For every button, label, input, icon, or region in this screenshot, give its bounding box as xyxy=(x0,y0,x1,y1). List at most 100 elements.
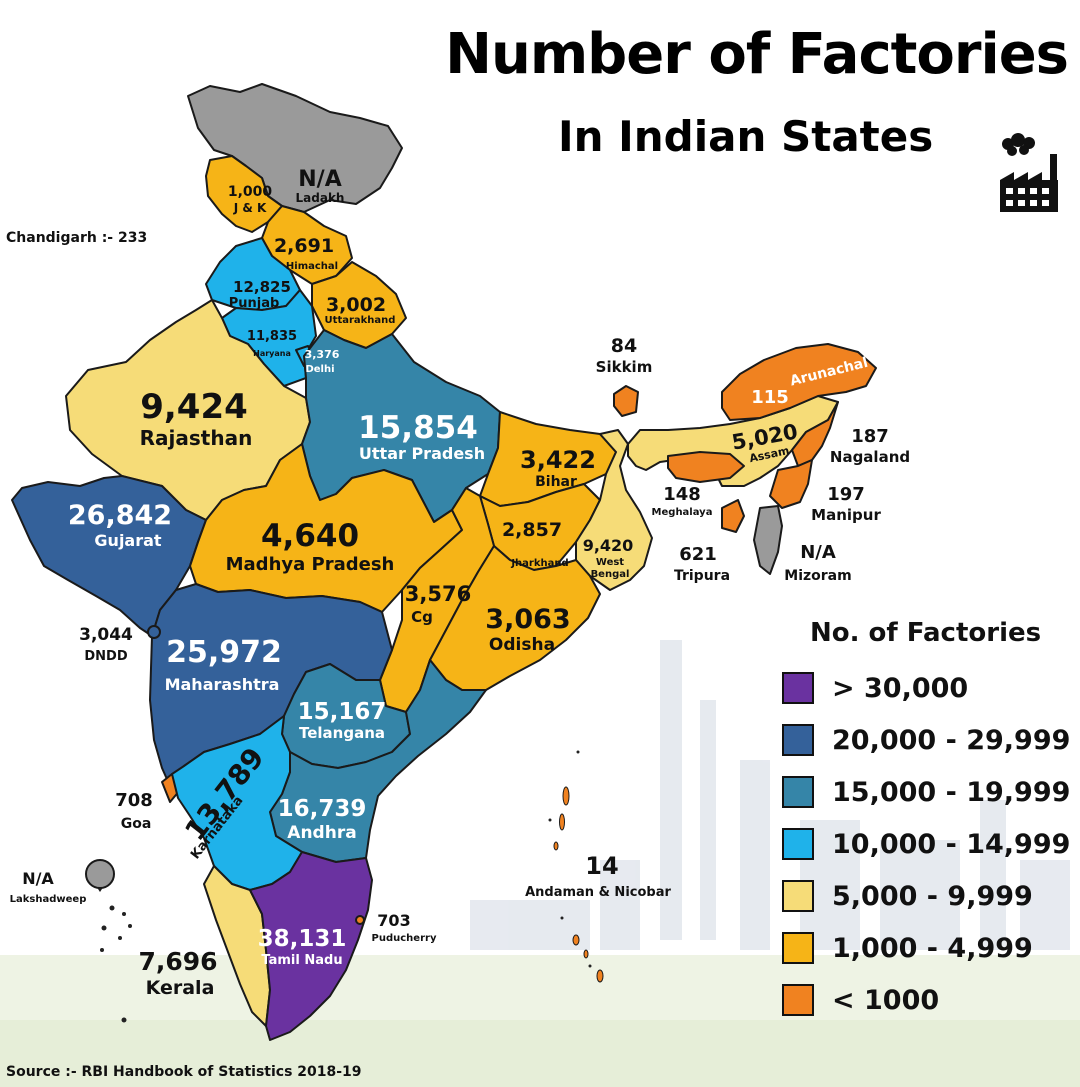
legend-items: > 30,000 20,000 - 29,999 15,000 - 19,999 10… xyxy=(782,662,1072,1026)
label-telangana-value: 15,167 xyxy=(298,699,387,725)
legend-label: 15,000 - 19,999 xyxy=(832,776,1071,808)
label-mizoram-value: N/A xyxy=(800,542,836,563)
label-andhra-value: 16,739 xyxy=(278,796,367,822)
label-gujarat-name: Gujarat xyxy=(94,531,161,550)
label-ladakh-name: Ladakh xyxy=(296,191,345,205)
legend-swatch xyxy=(782,932,814,964)
label-dndd-value: 3,044 xyxy=(79,625,133,645)
legend-item: 20,000 - 29,999 xyxy=(782,714,1072,766)
label-wb-value: 9,420 xyxy=(583,536,634,555)
label-cg-name: Cg xyxy=(411,608,433,626)
legend-item: 10,000 - 14,999 xyxy=(782,818,1072,870)
label-punjab-value: 12,825 xyxy=(233,278,291,296)
label-andaman-value: 14 xyxy=(585,852,618,880)
label-goa-value: 708 xyxy=(115,790,153,811)
label-tripura-name: Tripura xyxy=(674,568,730,584)
label-haryana-name: Haryana xyxy=(253,349,291,358)
state-meghalaya xyxy=(667,451,745,483)
label-kerala-value: 7,696 xyxy=(138,947,217,976)
label-himachal-name: Himachal xyxy=(286,261,338,272)
label-wb-name: West xyxy=(596,557,624,568)
state-odisha xyxy=(429,545,601,691)
label-haryana-value: 11,835 xyxy=(247,329,297,344)
label-kerala-name: Kerala xyxy=(146,977,215,999)
label-ladakh-value: N/A xyxy=(298,167,341,192)
state-wb xyxy=(575,429,653,591)
legend-label: 1,000 - 4,999 xyxy=(832,932,1033,964)
label-puducherry-name: Puducherry xyxy=(372,933,437,944)
legend-swatch xyxy=(782,880,814,912)
chandigarh-note: Chandigarh :- 233 xyxy=(6,230,148,246)
label-odisha-name: Odisha xyxy=(489,635,555,655)
label-lakshadweep-name: Lakshadweep xyxy=(10,894,87,905)
state-karnataka xyxy=(171,715,303,891)
label-uttarakhand-value: 3,002 xyxy=(326,294,386,316)
label-himachal-value: 2,691 xyxy=(274,235,334,257)
label-rajasthan-value: 9,424 xyxy=(140,387,248,427)
legend-item: < 1000 xyxy=(782,974,1072,1026)
legend-label: 10,000 - 14,999 xyxy=(832,828,1071,860)
label-jharkhand-value: 2,857 xyxy=(502,519,562,541)
label-sikkim-name: Sikkim xyxy=(596,358,653,376)
state-tripura xyxy=(721,499,745,533)
legend-label: 5,000 - 9,999 xyxy=(832,880,1033,912)
label-maharashtra-name: Maharashtra xyxy=(165,675,280,694)
label-nagaland-value: 187 xyxy=(851,426,889,447)
page-subtitle: In Indian States xyxy=(558,112,934,161)
label-puducherry-value: 703 xyxy=(377,911,410,930)
state-tamilnadu xyxy=(249,851,373,1041)
legend-item: 15,000 - 19,999 xyxy=(782,766,1072,818)
label-punjab-name: Punjab xyxy=(229,296,280,311)
state-arunachal xyxy=(721,343,877,421)
legend-swatch xyxy=(782,776,814,808)
state-manipur xyxy=(769,459,813,509)
label-meghalaya-value: 148 xyxy=(663,484,701,505)
label-andhra-name: Andhra xyxy=(287,823,356,843)
label-rajasthan-name: Rajasthan xyxy=(140,426,253,450)
legend-label: < 1000 xyxy=(832,984,940,1016)
state-mizoram xyxy=(753,505,783,575)
label-sikkim-value: 84 xyxy=(611,335,637,357)
source-note: Source :- RBI Handbook of Statistics 201… xyxy=(6,1064,362,1080)
state-nagaland xyxy=(791,401,839,467)
legend: No. of Factories > 30,000 20,000 - 29,999… xyxy=(782,618,1072,1026)
andaman-small-islands xyxy=(548,750,592,968)
label-meghalaya-name: Meghalaya xyxy=(652,507,713,518)
label-mp-value: 4,640 xyxy=(261,518,359,554)
andaman-islands xyxy=(553,786,604,983)
label-bihar-name: Bihar xyxy=(535,474,577,490)
lakshadweep-islands xyxy=(100,905,132,1023)
label-manipur-name: Manipur xyxy=(811,506,881,524)
label-dndd-name: DNDD xyxy=(84,649,127,664)
label-uttarakhand-name: Uttarakhand xyxy=(325,315,396,326)
legend-label: 20,000 - 29,999 xyxy=(832,724,1071,756)
label-wb-name2: Bengal xyxy=(591,569,630,580)
lakshadweep-pin-icon xyxy=(85,859,115,892)
state-puducherry-marker xyxy=(355,915,365,925)
legend-item: > 30,000 xyxy=(782,662,1072,714)
legend-label: > 30,000 xyxy=(832,672,969,704)
state-assam xyxy=(627,395,839,487)
label-telangana-name: Telangana xyxy=(299,724,385,742)
label-maharashtra-value: 25,972 xyxy=(166,635,282,670)
legend-swatch xyxy=(782,724,814,756)
label-tamilnadu-name: Tamil Nadu xyxy=(261,953,342,968)
state-uttarakhand xyxy=(311,261,407,349)
label-odisha-value: 3,063 xyxy=(485,604,570,635)
label-delhi-name: Delhi xyxy=(305,364,334,375)
page-title: Number of Factories xyxy=(445,22,1069,87)
legend-item: 5,000 - 9,999 xyxy=(782,870,1072,922)
label-jharkhand-name: Jharkhand xyxy=(510,558,568,569)
state-sikkim xyxy=(613,385,639,417)
label-delhi-value: 3,376 xyxy=(305,348,340,361)
label-manipur-value: 197 xyxy=(827,484,865,505)
legend-swatch xyxy=(782,672,814,704)
label-nagaland-name: Nagaland xyxy=(830,448,910,466)
label-andaman-name: Andaman & Nicobar xyxy=(525,885,671,900)
label-up-name: Uttar Pradesh xyxy=(359,444,485,463)
label-cg-value: 3,576 xyxy=(405,582,471,606)
label-jk-name: J & K xyxy=(233,201,267,215)
label-lakshadweep-value: N/A xyxy=(22,869,54,888)
label-goa-name: Goa xyxy=(121,816,152,832)
